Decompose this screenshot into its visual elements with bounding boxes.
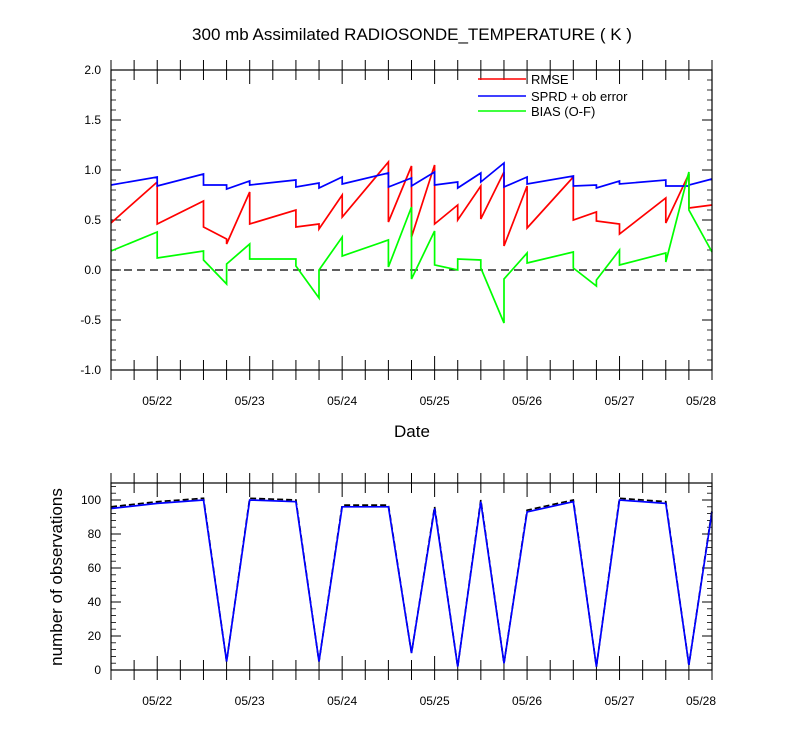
bottom-chart-y-tick-label: 20 — [88, 629, 102, 643]
top-chart-y-tick-label: -1.0 — [80, 363, 101, 377]
top-chart-x-tick-labels: 05/22 05/23 05/24 05/25 05/26 05/27 05/28 — [142, 394, 716, 408]
top-chart-x-tick-label: 05/27 — [605, 394, 635, 408]
top-chart-x-tick-label: 05/23 — [235, 394, 265, 408]
top-chart-series-rmse — [110, 159, 713, 247]
bottom-chart-y-tick-label: 40 — [88, 595, 102, 609]
top-chart-x-tick-label: 05/24 — [327, 394, 357, 408]
legend-label-bias: BIAS (O-F) — [531, 104, 595, 119]
bottom-chart-x-tick-label: 05/27 — [605, 694, 635, 708]
top-chart-y-tick-labels: -1.0 -0.5 0.0 0.5 1.0 1.5 2.0 — [80, 63, 101, 377]
top-chart-frame — [110, 69, 713, 371]
top-chart-x-tick-label: 05/25 — [420, 394, 450, 408]
top-chart-y-tick-label: 2.0 — [84, 63, 101, 77]
legend-label-rmse: RMSE — [531, 72, 569, 87]
bottom-chart-y-tick-label: 0 — [94, 663, 101, 677]
top-chart-x-axis-label: Date — [394, 422, 430, 441]
top-chart: 300 mb Assimilated RADIOSONDE_TEMPERATUR… — [80, 25, 716, 441]
top-chart-series — [110, 159, 713, 324]
bottom-chart-frame — [110, 482, 713, 671]
top-chart-y-tick-label: 1.5 — [84, 113, 101, 127]
top-chart-y-tick-label: 1.0 — [84, 163, 101, 177]
top-chart-y-tick-label: 0.0 — [84, 263, 101, 277]
bottom-chart-x-tick-label: 05/25 — [420, 694, 450, 708]
bottom-chart-x-tick-label: 05/23 — [235, 694, 265, 708]
bottom-chart-y-tick-label: 60 — [88, 561, 102, 575]
legend-label-sprd: SPRD + ob error — [531, 89, 628, 104]
bottom-chart-x-tick-label: 05/22 — [142, 694, 172, 708]
top-chart-y-tick-label: -0.5 — [80, 313, 101, 327]
bottom-chart-series-used — [110, 499, 713, 667]
bottom-chart-y-axis-label: number of observations — [47, 488, 66, 666]
legend: RMSE SPRD + ob error BIAS (O-F) — [478, 72, 628, 119]
top-chart-x-tick-label: 05/22 — [142, 394, 172, 408]
bottom-chart-y-tick-label: 80 — [88, 527, 102, 541]
top-chart-title: 300 mb Assimilated RADIOSONDE_TEMPERATUR… — [192, 25, 632, 44]
top-chart-y-tick-label: 0.5 — [84, 213, 101, 227]
bottom-chart-x-tick-label: 05/24 — [327, 694, 357, 708]
bottom-chart-series-possible — [110, 497, 713, 667]
top-chart-series-bias-o-f — [110, 171, 713, 324]
bottom-chart-y-tick-label: 100 — [81, 493, 101, 507]
bottom-chart-x-tick-label: 05/28 — [686, 694, 716, 708]
bottom-chart-x-tick-label: 05/26 — [512, 694, 542, 708]
top-chart-series-sprd-ob-error — [110, 161, 713, 191]
top-chart-x-tick-label: 05/26 — [512, 394, 542, 408]
bottom-chart-x-tick-labels: 05/22 05/23 05/24 05/25 05/26 05/27 05/28 — [142, 694, 716, 708]
bottom-chart-y-tick-labels: 0 20 40 60 80 100 — [81, 493, 101, 677]
top-chart-x-tick-label: 05/28 — [686, 394, 716, 408]
bottom-chart-series — [110, 497, 713, 667]
